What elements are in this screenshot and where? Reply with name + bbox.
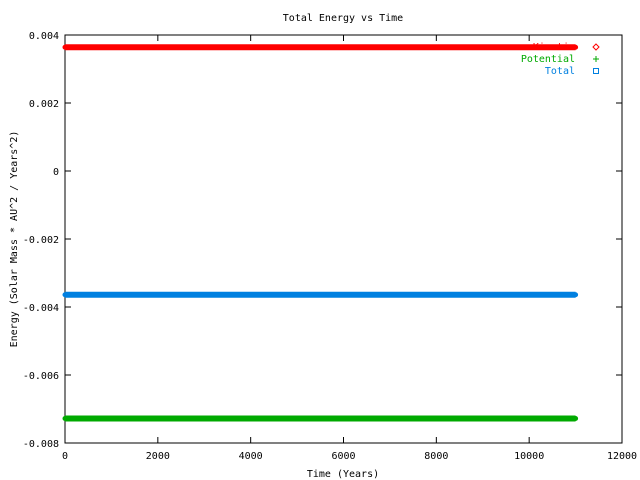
y-axis-label: Energy (Solar Mass * AU^2 / Years^2): [9, 131, 20, 348]
data-point-potential: [387, 416, 393, 422]
data-point-kinetic: [480, 44, 486, 50]
data-point-kinetic: [341, 44, 346, 50]
data-point-total: [433, 292, 439, 298]
legend-marker-square: [593, 68, 599, 74]
series-kinetic: [62, 44, 579, 51]
data-point-total: [573, 292, 579, 298]
x-tick-label: 0: [62, 451, 68, 462]
data-point-kinetic: [201, 44, 207, 50]
data-point-total: [387, 292, 393, 298]
x-tick-label: 4000: [239, 451, 263, 462]
data-point-kinetic: [433, 44, 439, 50]
legend-label-potential: Potential: [521, 54, 575, 65]
series-total: [62, 291, 579, 298]
series-potential: [62, 415, 579, 422]
y-tick-label: 0.004: [29, 31, 59, 42]
legend-label-kinetic: Kinetic: [533, 42, 575, 53]
x-axis-label: Time (Years): [307, 469, 379, 480]
data-point-kinetic: [387, 44, 393, 50]
data-point-potential: [108, 416, 114, 422]
data-point-potential: [62, 416, 68, 422]
data-point-potential: [480, 416, 486, 422]
x-tick-label: 10000: [514, 451, 544, 462]
legend-marker-diamond: [592, 43, 600, 51]
data-point-total: [108, 292, 114, 298]
data-point-potential: [201, 416, 207, 422]
series-layer: [62, 44, 579, 422]
y-tick-label: -0.004: [23, 303, 59, 314]
legend-marker-plus: [593, 56, 599, 62]
y-tick-label: 0.002: [29, 99, 59, 110]
data-point-kinetic: [573, 44, 579, 50]
y-tick-label: -0.002: [23, 235, 59, 246]
y-tick-label: 0: [53, 167, 59, 178]
data-point-total: [526, 292, 532, 298]
data-point-total: [62, 292, 68, 298]
data-point-kinetic: [526, 44, 532, 50]
chart-title: Total Energy vs Time: [283, 13, 403, 24]
x-tick-label: 8000: [424, 451, 448, 462]
data-point-kinetic: [108, 44, 114, 50]
data-point-potential: [526, 416, 532, 422]
data-point-total: [155, 292, 161, 298]
data-point-total: [480, 292, 486, 298]
data-point-kinetic: [294, 44, 300, 50]
x-tick-label: 6000: [331, 451, 355, 462]
y-tick-label: -0.006: [23, 371, 59, 382]
data-point-total: [248, 292, 254, 298]
axis-ticks: 0 2000 4000 6000 8000 10000 12000 -0.008 -0.006 -…: [23, 31, 637, 462]
data-point-potential: [248, 416, 254, 422]
data-point-total: [201, 292, 207, 298]
data-point-potential: [341, 416, 346, 422]
data-point-kinetic: [155, 44, 161, 50]
data-point-total: [294, 292, 300, 298]
data-point-kinetic: [62, 44, 68, 50]
y-tick-label: -0.008: [23, 439, 59, 450]
data-point-potential: [573, 416, 579, 422]
plot-frame: [64, 34, 623, 444]
data-point-kinetic: [248, 44, 254, 50]
legend-label-total: Total: [545, 66, 575, 77]
x-tick-label: 2000: [146, 451, 170, 462]
data-point-potential: [155, 416, 161, 422]
data-point-total: [341, 292, 346, 298]
data-point-potential: [294, 416, 300, 422]
x-tick-label: 12000: [607, 451, 637, 462]
data-point-potential: [433, 416, 439, 422]
